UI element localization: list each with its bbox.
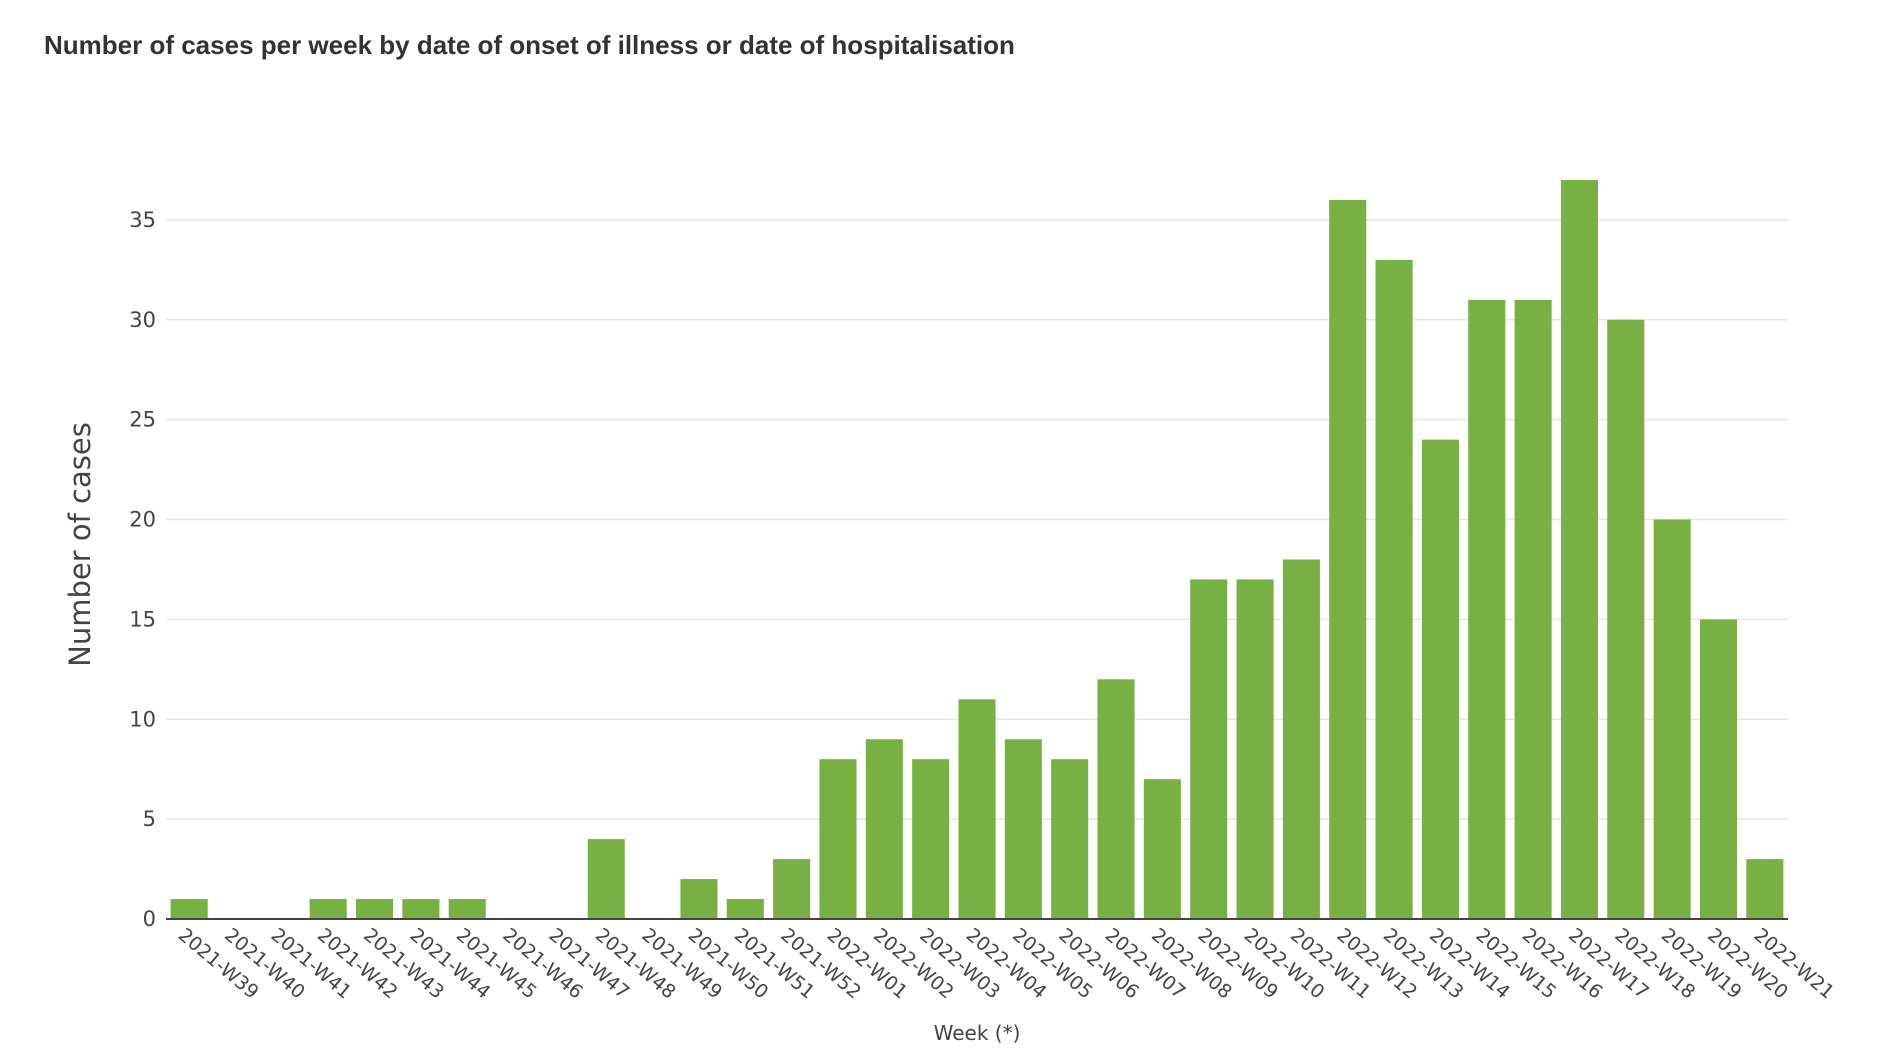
y-tick-label: 25 (129, 408, 156, 432)
y-tick-label: 5 (143, 807, 156, 831)
bar-2022-w04 (958, 699, 996, 919)
bar-2021-w44 (402, 899, 440, 919)
bar-2022-w10 (1236, 579, 1274, 919)
y-tick-label: 10 (129, 707, 156, 731)
chart-title: Number of cases per week by date of onse… (44, 30, 1015, 60)
bar-2022-w01 (819, 759, 857, 919)
bar-2022-w08 (1143, 779, 1181, 919)
y-tick-label: 35 (129, 208, 156, 232)
bar-2022-w16 (1514, 299, 1552, 920)
bar-2022-w06 (1051, 759, 1089, 919)
bar-2021-w48 (587, 839, 625, 919)
bar-2022-w03 (912, 759, 950, 919)
bar-2021-w42 (309, 899, 347, 919)
y-tick-label: 0 (143, 907, 156, 931)
bar-2022-w12 (1329, 199, 1367, 919)
y-tick-label: 15 (129, 607, 156, 631)
bar-2021-w50 (680, 879, 718, 919)
bar-2021-w43 (356, 899, 394, 919)
bars (170, 179, 1784, 920)
bar-2022-w20 (1699, 619, 1738, 919)
bar-2021-w51 (726, 899, 764, 919)
x-axis-title: Week (*) (934, 1021, 1021, 1045)
bar-2021-w52 (773, 859, 811, 919)
bar-2022-w13 (1375, 259, 1413, 919)
bar-2022-w02 (865, 739, 903, 919)
y-axis-title: Number of cases (63, 422, 97, 667)
bar-2022-w18 (1607, 319, 1645, 919)
bar-2022-w15 (1468, 299, 1506, 920)
bar-2022-w19 (1653, 519, 1691, 919)
bar-2022-w14 (1421, 439, 1459, 919)
bar-2022-w21 (1746, 859, 1784, 919)
bar-2021-w45 (448, 899, 486, 919)
bar-2022-w11 (1282, 559, 1320, 919)
bar-2022-w17 (1560, 179, 1598, 919)
bar-2022-w09 (1190, 579, 1228, 919)
y-tick-label: 30 (129, 308, 156, 332)
bar-2021-w39 (170, 899, 208, 919)
bar-2022-w07 (1097, 679, 1135, 919)
y-tick-label: 20 (129, 508, 156, 532)
bar-2022-w05 (1004, 739, 1042, 919)
